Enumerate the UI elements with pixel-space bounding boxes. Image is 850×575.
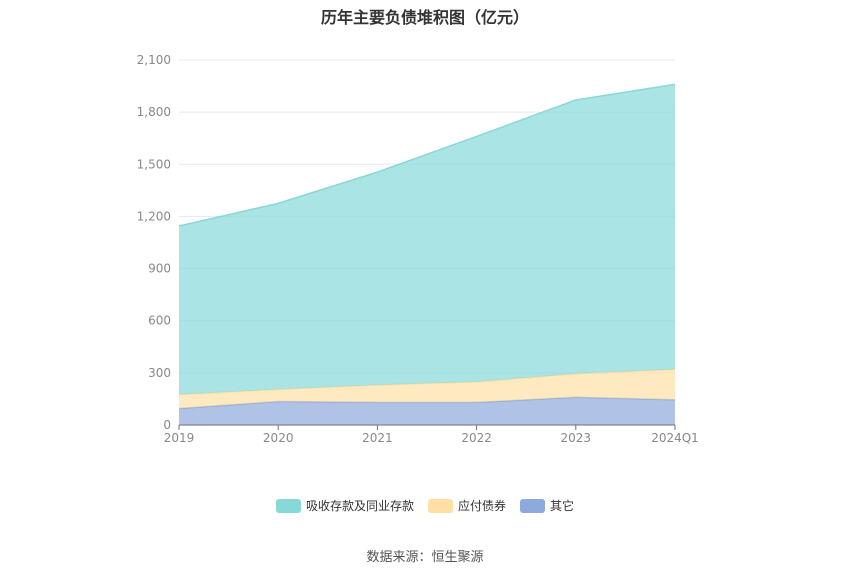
x-axis: 2019 2020 2021 2022 2023 2024Q1 (164, 424, 699, 445)
area-series-2[interactable] (179, 84, 675, 395)
y-axis: 0 300 600 900 1,200 1,500 1,800 2,100 (137, 53, 171, 432)
legend-label-other: 其它 (550, 499, 575, 513)
y-tick-label: 900 (148, 262, 171, 276)
x-tick-label: 2020 (263, 431, 294, 445)
legend-label-deposits: 吸收存款及同业存款 (305, 499, 414, 513)
x-tick-label: 2023 (561, 431, 592, 445)
y-tick-label: 300 (148, 366, 171, 380)
area-series-0[interactable] (179, 397, 675, 425)
legend-swatch-other (520, 498, 545, 513)
y-tick-label: 1,800 (137, 105, 171, 119)
x-tick-label: 2024Q1 (651, 431, 699, 445)
legend-label-bonds: 应付债券 (457, 499, 506, 513)
area-line-2 (178, 83, 676, 227)
x-tick-label: 2021 (362, 431, 393, 445)
y-tick-label: 0 (163, 418, 171, 432)
y-tick-label: 2,100 (137, 53, 171, 67)
chart-title: 历年主要负债堆积图（亿元） (320, 8, 529, 27)
legend-item-other[interactable]: 其它 (520, 497, 574, 514)
legend-item-deposits[interactable]: 吸收存款及同业存款 (275, 497, 414, 514)
y-tick-label: 600 (148, 314, 171, 328)
y-tick-label: 1,500 (137, 157, 171, 171)
area-series-1[interactable] (179, 369, 675, 409)
x-tick-label: 2019 (164, 431, 195, 445)
legend-swatch-bonds (427, 498, 453, 513)
x-tick-label: 2022 (461, 431, 492, 445)
y-tick-label: 1,200 (137, 209, 171, 223)
legend-item-bonds[interactable]: 应付债券 (427, 497, 506, 514)
data-source: 数据来源：恒生聚源 (366, 550, 484, 565)
area-series (178, 83, 676, 425)
legend: 吸收存款及同业存款 应付债券 其它 (0, 497, 850, 514)
legend-swatch-deposits (275, 498, 301, 513)
